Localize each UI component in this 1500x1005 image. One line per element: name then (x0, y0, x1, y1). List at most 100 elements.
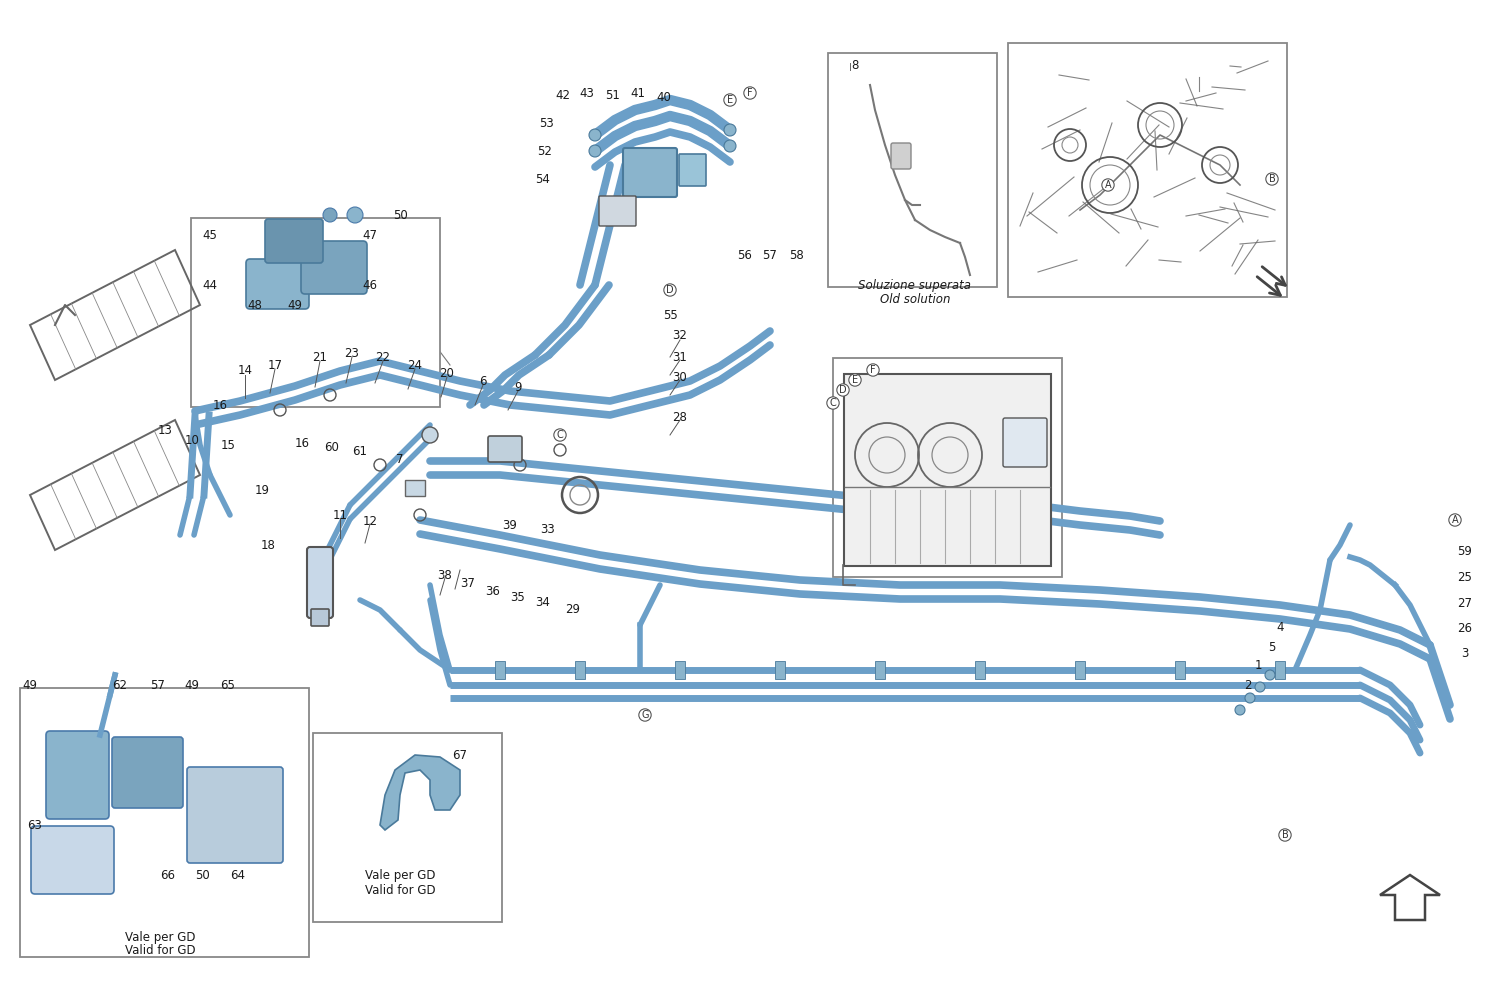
Text: 20: 20 (440, 367, 454, 380)
Circle shape (724, 124, 736, 136)
Circle shape (1256, 682, 1264, 692)
Text: 14: 14 (237, 364, 252, 377)
Text: 26: 26 (1458, 621, 1473, 634)
FancyBboxPatch shape (405, 480, 424, 496)
FancyBboxPatch shape (310, 609, 328, 626)
Text: 42: 42 (555, 88, 570, 102)
Text: B: B (1281, 830, 1288, 840)
FancyBboxPatch shape (622, 148, 676, 197)
Text: 31: 31 (672, 351, 687, 364)
Text: 16: 16 (294, 436, 309, 449)
FancyBboxPatch shape (20, 688, 309, 957)
Text: Valid for GD: Valid for GD (124, 944, 195, 957)
Text: 1: 1 (1254, 658, 1262, 671)
Text: 49: 49 (184, 678, 200, 691)
Text: 66: 66 (160, 868, 176, 881)
Text: D: D (666, 285, 674, 295)
Bar (874, 661, 885, 679)
Text: 65: 65 (220, 678, 236, 691)
Bar (495, 661, 506, 679)
Text: 39: 39 (503, 519, 518, 532)
Text: 57: 57 (150, 678, 165, 691)
Bar (574, 661, 585, 679)
Text: 16: 16 (213, 399, 228, 411)
FancyBboxPatch shape (32, 826, 114, 894)
Text: 40: 40 (657, 90, 672, 104)
FancyBboxPatch shape (1004, 418, 1047, 467)
Circle shape (724, 140, 736, 152)
Text: 13: 13 (158, 423, 172, 436)
Text: 21: 21 (312, 351, 327, 364)
Text: 27: 27 (1458, 597, 1473, 609)
Text: 29: 29 (566, 603, 580, 615)
FancyBboxPatch shape (1008, 43, 1287, 297)
Text: 50: 50 (195, 868, 210, 881)
Text: 30: 30 (672, 371, 687, 384)
Text: 24: 24 (408, 359, 423, 372)
Text: 38: 38 (438, 569, 453, 582)
Text: 58: 58 (789, 248, 804, 261)
Text: 50: 50 (393, 208, 408, 221)
Bar (675, 661, 686, 679)
Circle shape (1264, 670, 1275, 680)
Text: 48: 48 (248, 298, 262, 312)
Bar (776, 661, 784, 679)
FancyBboxPatch shape (112, 737, 183, 808)
Text: C: C (556, 430, 564, 440)
Text: 28: 28 (672, 410, 687, 423)
FancyBboxPatch shape (190, 218, 440, 407)
Text: 2: 2 (1245, 678, 1251, 691)
Text: 25: 25 (1458, 571, 1473, 584)
Text: 47: 47 (363, 228, 378, 241)
Text: Soluzione superata: Soluzione superata (858, 279, 972, 292)
Text: C: C (830, 398, 837, 408)
Text: 8: 8 (852, 58, 858, 71)
Circle shape (322, 208, 338, 222)
Text: 6: 6 (480, 375, 486, 388)
FancyBboxPatch shape (188, 767, 284, 863)
Bar (975, 661, 986, 679)
Circle shape (1245, 693, 1256, 703)
Text: 11: 11 (333, 509, 348, 522)
Text: 17: 17 (267, 359, 282, 372)
Text: 56: 56 (738, 248, 753, 261)
Text: 7: 7 (396, 452, 404, 465)
Text: 51: 51 (606, 88, 621, 102)
Text: Vale per GD: Vale per GD (364, 868, 435, 881)
Text: 61: 61 (352, 444, 368, 457)
Text: 63: 63 (27, 818, 42, 831)
Text: 15: 15 (220, 438, 236, 451)
Text: A: A (1104, 180, 1112, 190)
Bar (1275, 661, 1286, 679)
FancyBboxPatch shape (680, 154, 706, 186)
Text: 46: 46 (363, 278, 378, 291)
Text: G: G (642, 710, 648, 720)
Text: 35: 35 (510, 591, 525, 603)
Text: Valid for GD: Valid for GD (364, 883, 435, 896)
Text: 36: 36 (486, 585, 501, 598)
Text: E: E (852, 375, 858, 385)
FancyBboxPatch shape (833, 358, 1062, 577)
Polygon shape (1380, 875, 1440, 920)
Text: 53: 53 (540, 117, 555, 130)
Text: A: A (1452, 515, 1458, 525)
Text: 44: 44 (202, 278, 217, 291)
Text: 55: 55 (663, 309, 678, 322)
Text: 64: 64 (231, 868, 246, 881)
Text: F: F (747, 88, 753, 98)
Text: 34: 34 (536, 596, 550, 608)
FancyBboxPatch shape (302, 241, 368, 294)
Bar (1174, 661, 1185, 679)
FancyBboxPatch shape (308, 547, 333, 618)
Text: B: B (1269, 174, 1275, 184)
Text: 10: 10 (184, 433, 200, 446)
Text: 9: 9 (514, 381, 522, 394)
FancyBboxPatch shape (488, 436, 522, 462)
Circle shape (590, 145, 602, 157)
Text: Old solution: Old solution (879, 293, 951, 306)
Text: 12: 12 (363, 515, 378, 528)
Text: 3: 3 (1461, 646, 1468, 659)
Circle shape (346, 207, 363, 223)
Text: 4: 4 (1276, 620, 1284, 633)
Text: F: F (870, 365, 876, 375)
